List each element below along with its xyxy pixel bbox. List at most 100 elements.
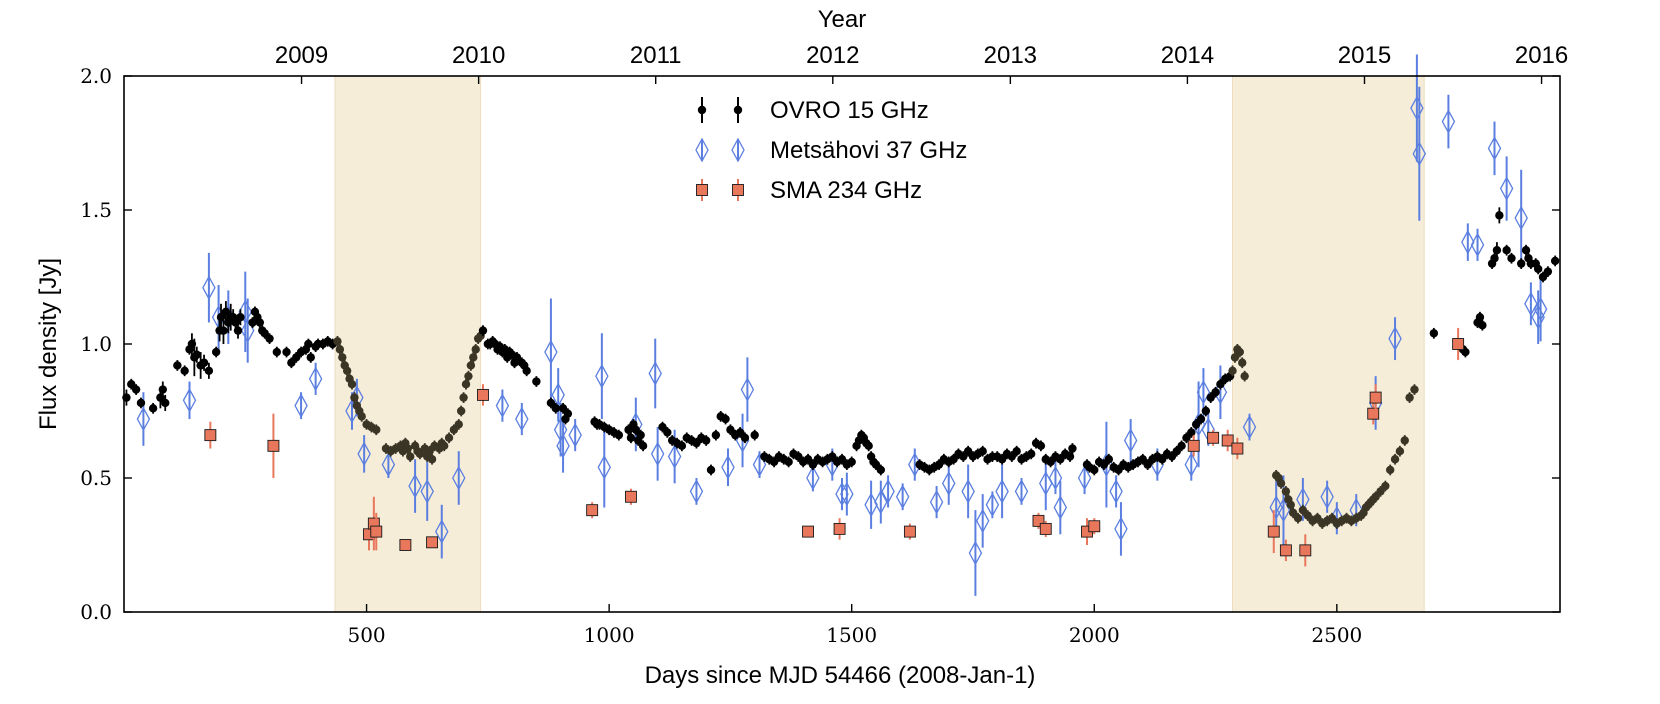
legend: OVRO 15 GHz Metsähovi 37 GHz SMA 234 GHz: [695, 97, 967, 204]
data-point: [997, 455, 1007, 464]
legend-marker: [696, 184, 708, 196]
data-point: [1221, 434, 1234, 447]
data-point: [1293, 514, 1303, 523]
data-point: [968, 540, 983, 566]
top-axis-title: Year: [818, 6, 867, 33]
data-point: [1281, 487, 1291, 496]
data-point: [1065, 452, 1075, 461]
data-point: [532, 377, 541, 386]
data-point: [204, 366, 214, 375]
data-point: [136, 398, 146, 408]
data-point: [357, 412, 366, 421]
data-point: [1138, 455, 1147, 464]
data-point: [1388, 326, 1402, 351]
data-point: [1027, 449, 1036, 459]
series-square: [204, 327, 1465, 567]
data-point: [308, 366, 323, 392]
data-point: [444, 433, 454, 442]
top-tick-label: 2015: [1338, 42, 1391, 69]
data-point: [1369, 391, 1382, 404]
data-point: [408, 473, 422, 499]
data-point: [292, 353, 301, 362]
data-point: [1376, 487, 1385, 496]
data-point: [1104, 455, 1114, 464]
data-point: [828, 452, 837, 461]
data-point: [452, 465, 466, 491]
data-point: [1211, 388, 1220, 397]
x-tick-label: 2000: [1069, 623, 1120, 647]
data-point: [1201, 406, 1211, 416]
data-point: [740, 377, 755, 402]
data-point: [202, 275, 216, 301]
data-point: [740, 433, 750, 442]
data-point: [1386, 465, 1395, 475]
data-point: [219, 326, 228, 335]
data-point: [1400, 436, 1409, 445]
data-point: [1492, 246, 1502, 255]
data-point: [1167, 452, 1177, 461]
data-point: [1327, 514, 1337, 523]
data-point: [803, 455, 813, 464]
data-point: [1036, 441, 1046, 451]
data-point: [1538, 272, 1548, 282]
data-point: [658, 422, 667, 432]
top-tick-label: 2014: [1161, 42, 1214, 69]
data-point: [1267, 525, 1280, 538]
data-point: [1507, 254, 1516, 263]
data-point: [874, 489, 888, 515]
data-point: [1099, 460, 1109, 469]
data-point: [726, 425, 735, 434]
data-point: [1390, 455, 1400, 464]
data-point: [1039, 522, 1052, 535]
legend-label: OVRO 15 GHz: [770, 97, 929, 124]
data-point: [1090, 465, 1099, 475]
legend-label: SMA 234 GHz: [770, 177, 922, 204]
data-point: [624, 425, 633, 434]
data-point: [272, 347, 282, 357]
data-point: [1088, 520, 1101, 533]
data-point: [180, 366, 189, 375]
data-point: [399, 539, 412, 551]
data-point: [663, 428, 672, 437]
data-point: [995, 479, 1009, 504]
data-point: [1531, 304, 1545, 330]
data-point: [1014, 479, 1029, 504]
data-point: [306, 353, 315, 362]
data-point: [1046, 457, 1055, 467]
top-tick-label: 2010: [452, 42, 505, 69]
data-point: [1242, 414, 1257, 440]
data-point: [495, 393, 510, 418]
data-point: [1313, 514, 1322, 523]
y-tick-label: 1.5: [80, 198, 112, 222]
data-point: [236, 313, 245, 322]
data-point: [512, 353, 522, 362]
data-point: [294, 393, 308, 418]
data-point: [515, 406, 529, 432]
data-point: [161, 398, 170, 408]
data-point: [192, 350, 201, 359]
y-tick-label: 0.0: [80, 600, 112, 624]
data-point: [556, 433, 570, 459]
data-point: [721, 414, 730, 424]
data-point: [1502, 246, 1511, 255]
data-point: [1533, 296, 1548, 322]
y-tick-label: 0.5: [80, 466, 112, 490]
data-point: [403, 444, 413, 453]
data-point: [1123, 428, 1138, 453]
data-point: [706, 465, 716, 475]
data-point: [1461, 229, 1475, 255]
top-tick-label: 2009: [275, 42, 328, 69]
legend-marker: [731, 137, 745, 163]
data-point: [304, 339, 313, 349]
data-point: [1487, 136, 1502, 161]
data-point: [248, 318, 257, 327]
data-point: [963, 447, 973, 456]
data-point: [794, 452, 803, 461]
data-point: [1286, 500, 1295, 509]
data-point: [287, 358, 296, 367]
data-point: [415, 449, 425, 459]
data-point: [1048, 465, 1063, 491]
data-point: [558, 404, 568, 413]
data-point: [1288, 508, 1298, 518]
data-point: [1279, 544, 1292, 557]
